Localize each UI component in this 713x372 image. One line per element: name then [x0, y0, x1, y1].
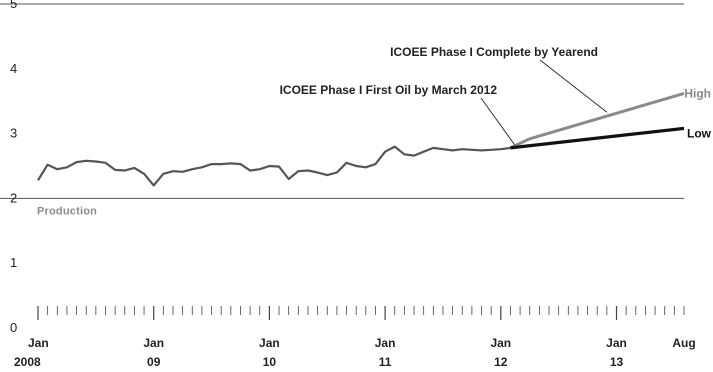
annotation-first-oil: ICOEE Phase I First Oil by March 2012 [280, 83, 498, 97]
x-tick-label: Jan [490, 336, 511, 350]
series-line-high [509, 91, 685, 150]
annotations: ICOEE Phase I First Oil by March 2012 ICO… [280, 45, 608, 145]
x-tick-label: Jan [143, 336, 164, 350]
series-label-low: Low [687, 127, 712, 141]
grid-lines [0, 3, 684, 199]
y-tick-label-1: 1 [10, 255, 17, 270]
x-tick-label: Jan [259, 336, 280, 350]
x-tick-label: Jan [28, 336, 49, 350]
series-line-low [510, 126, 685, 150]
annotation-phase-complete: ICOEE Phase I Complete by Yearend [390, 45, 598, 59]
series-lines: Production High Low [37, 86, 712, 217]
series-label-production: Production [37, 206, 97, 218]
series-line-production [37, 145, 511, 187]
x-tick-label: Jan [375, 336, 396, 350]
y-tick-label-4: 4 [10, 61, 17, 76]
x-tick-label-year: 12 [494, 355, 508, 369]
x-tick-label-year: 09 [147, 355, 161, 369]
x-tick-label: Aug [672, 336, 695, 350]
x-axis: Jan 2008 Jan 09 Jan 10 Jan 11 Jan 12 Jan 13 Aug [14, 306, 696, 369]
y-tick-label-5: 5 [10, 0, 17, 11]
y-axis: 0 1 2 3 4 5 [10, 0, 17, 335]
x-tick-label: Jan [606, 336, 627, 350]
x-tick-label-year: 2008 [14, 355, 41, 369]
y-tick-label-2: 2 [10, 190, 17, 205]
y-tick-label-0: 0 [10, 320, 17, 335]
annotation-leader-phase-complete [539, 59, 608, 113]
x-tick-label-year: 13 [610, 355, 624, 369]
x-tick-label-year: 11 [379, 355, 392, 369]
y-tick-label-3: 3 [10, 126, 17, 141]
annotation-leader-first-oil [480, 97, 515, 145]
series-label-high: High [684, 86, 711, 100]
x-tick-label-year: 10 [263, 355, 277, 369]
